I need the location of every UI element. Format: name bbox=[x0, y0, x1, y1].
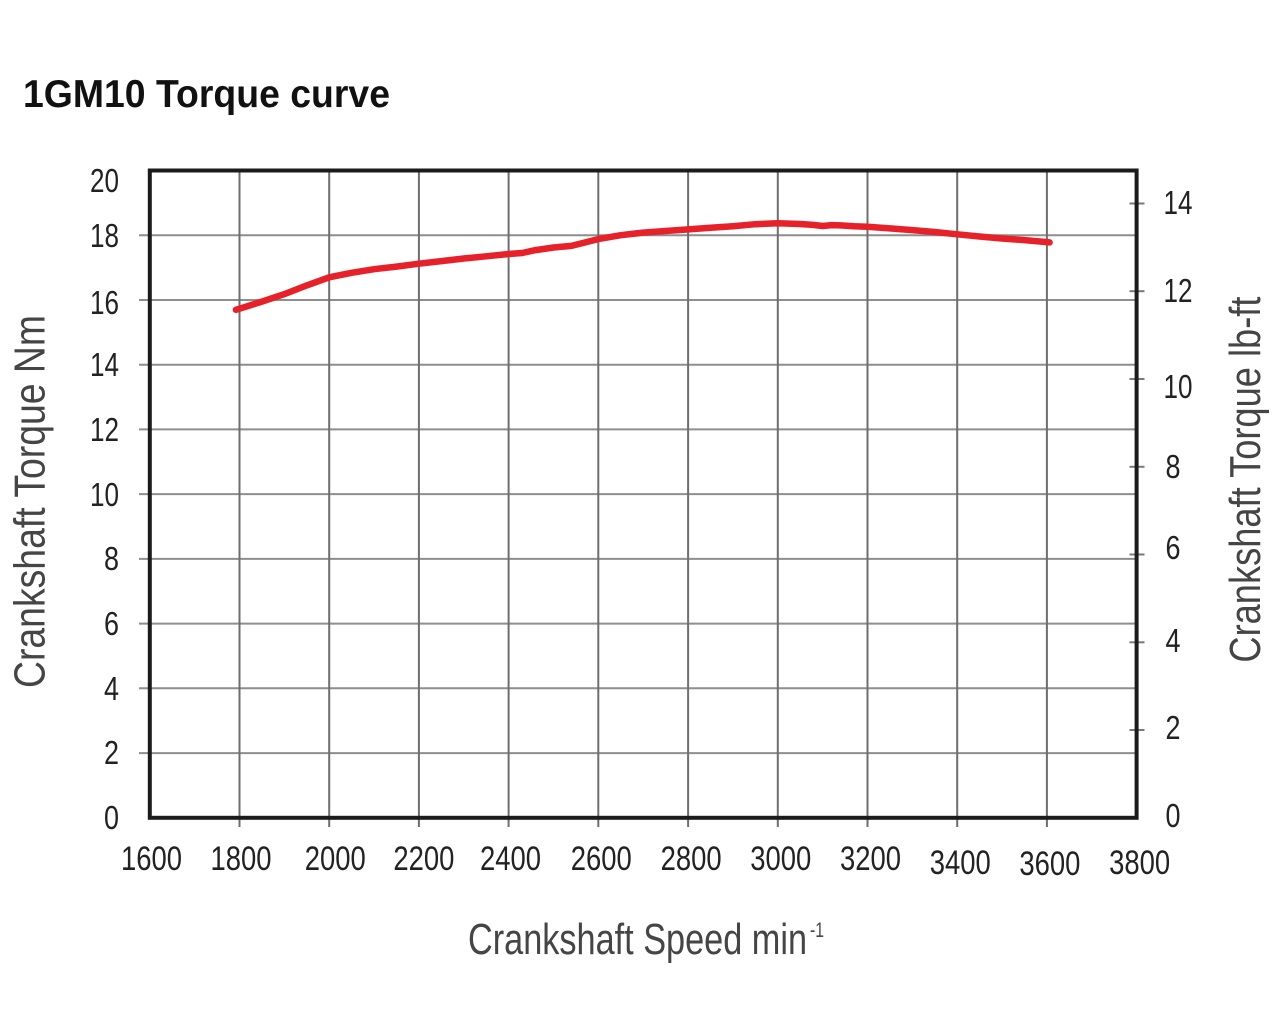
svg-text:1600: 1600 bbox=[121, 840, 182, 878]
svg-text:18: 18 bbox=[90, 217, 119, 254]
svg-text:2400: 2400 bbox=[480, 840, 541, 878]
svg-text:20: 20 bbox=[90, 162, 119, 199]
svg-text:14: 14 bbox=[90, 346, 119, 383]
svg-text:2800: 2800 bbox=[661, 840, 722, 878]
svg-text:10: 10 bbox=[90, 476, 119, 513]
svg-text:0: 0 bbox=[104, 799, 119, 836]
svg-text:16: 16 bbox=[90, 284, 119, 321]
svg-text:3600: 3600 bbox=[1019, 845, 1080, 883]
svg-text:8: 8 bbox=[1166, 448, 1181, 485]
svg-text:Crankshaft Speed min: Crankshaft Speed min bbox=[468, 915, 807, 964]
svg-text:-1: -1 bbox=[810, 919, 824, 942]
svg-text:6: 6 bbox=[104, 605, 119, 642]
svg-text:1GM10 Torque curve: 1GM10 Torque curve bbox=[23, 73, 390, 116]
svg-text:2: 2 bbox=[104, 734, 119, 771]
svg-text:4: 4 bbox=[104, 670, 119, 707]
svg-text:10: 10 bbox=[1164, 368, 1193, 405]
svg-text:2000: 2000 bbox=[305, 840, 366, 878]
svg-text:6: 6 bbox=[1166, 529, 1181, 566]
svg-text:3400: 3400 bbox=[930, 844, 991, 882]
svg-text:3000: 3000 bbox=[750, 840, 811, 878]
svg-text:2600: 2600 bbox=[571, 840, 632, 878]
svg-text:4: 4 bbox=[1166, 622, 1181, 659]
svg-text:14: 14 bbox=[1164, 184, 1193, 221]
svg-text:2200: 2200 bbox=[393, 840, 454, 878]
svg-text:0: 0 bbox=[1166, 797, 1181, 834]
svg-text:1800: 1800 bbox=[211, 840, 272, 878]
svg-text:8: 8 bbox=[104, 540, 119, 577]
svg-text:Crankshaft Torque lb-ft: Crankshaft Torque lb-ft bbox=[1221, 297, 1270, 663]
svg-text:Crankshaft Torque Nm: Crankshaft Torque Nm bbox=[6, 315, 55, 688]
svg-text:12: 12 bbox=[1164, 272, 1193, 309]
svg-text:12: 12 bbox=[90, 411, 119, 448]
svg-text:3800: 3800 bbox=[1109, 844, 1170, 882]
svg-text:2: 2 bbox=[1166, 709, 1181, 746]
svg-text:3200: 3200 bbox=[840, 840, 901, 878]
